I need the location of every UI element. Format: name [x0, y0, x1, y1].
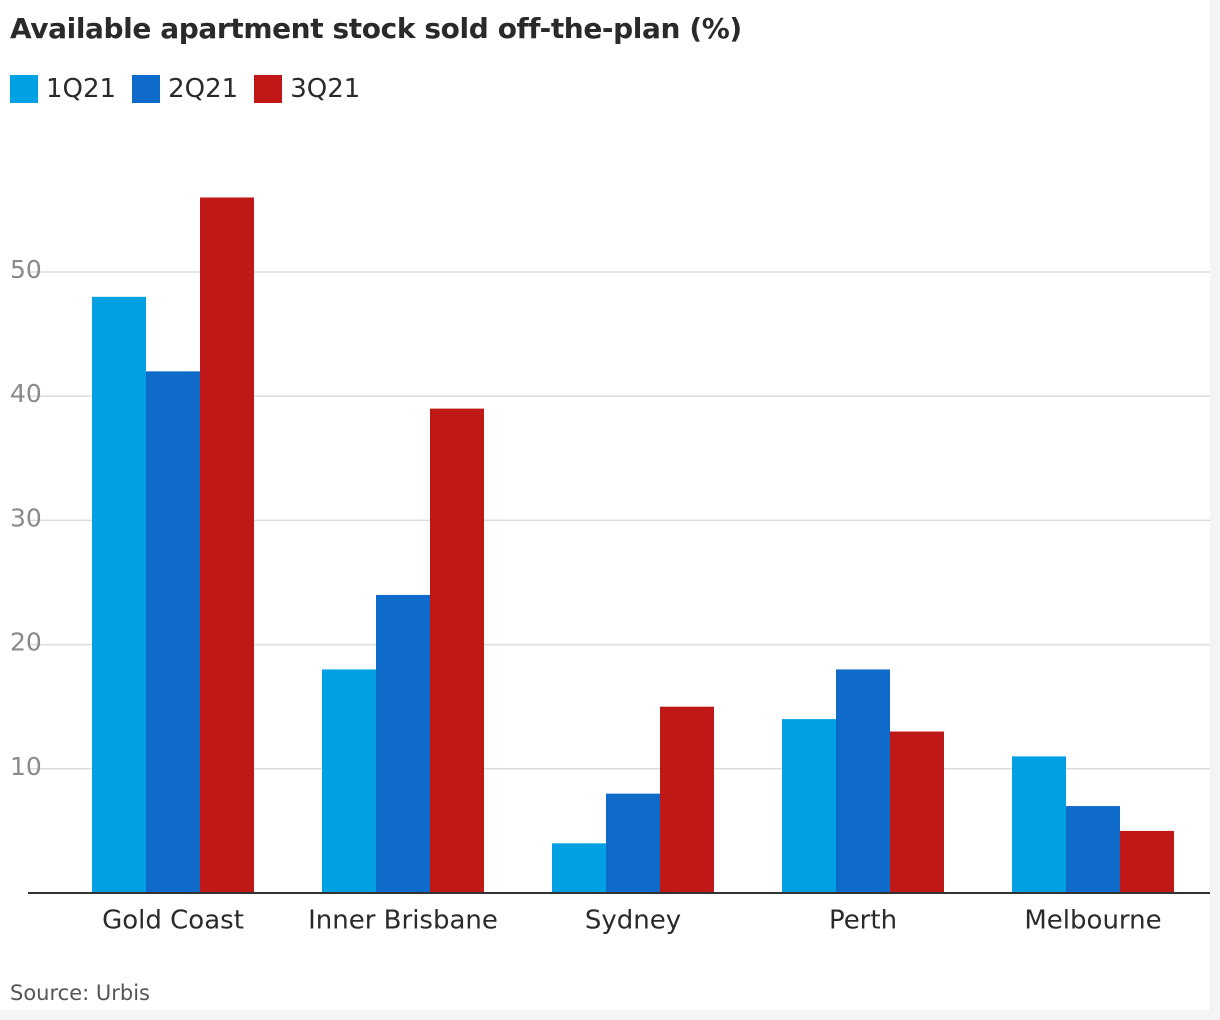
chart-legend: 1Q21 2Q21 3Q21 [10, 74, 376, 104]
x-tick-label-perth: Perth [829, 906, 897, 936]
bar-inner-brisbane-3q21 [430, 408, 484, 893]
bar-sydney-2q21 [606, 793, 660, 893]
legend-swatch-3q21 [254, 75, 283, 103]
x-tick-label-inner-brisbane: Inner Brisbane [308, 906, 498, 936]
bar-inner-brisbane-1q21 [322, 669, 376, 893]
legend-item-1q21: 1Q21 [10, 74, 116, 104]
bar-gold-coast-3q21 [200, 197, 254, 894]
legend-label-2q21: 2Q21 [168, 74, 239, 104]
bar-gold-coast-2q21 [146, 371, 200, 893]
y-tick-label-20: 20 [10, 628, 42, 657]
x-tick-label-gold-coast: Gold Coast [102, 906, 244, 936]
legend-swatch-2q21 [132, 75, 161, 103]
bar-inner-brisbane-2q21 [376, 594, 430, 893]
source-note: Source: Urbis [10, 981, 150, 1005]
bar-melbourne-2q21 [1066, 806, 1120, 893]
y-tick-label-10: 10 [10, 752, 42, 781]
legend-swatch-1q21 [10, 75, 38, 103]
x-tick-label-sydney: Sydney [585, 906, 681, 936]
bar-perth-3q21 [890, 731, 944, 893]
bar-melbourne-3q21 [1120, 830, 1174, 893]
legend-item-2q21: 2Q21 [132, 74, 238, 104]
y-tick-label-30: 30 [10, 503, 42, 532]
bar-melbourne-1q21 [1012, 756, 1066, 893]
bar-sydney-3q21 [660, 706, 714, 893]
chart-title: Available apartment stock sold off-the-p… [10, 12, 742, 45]
y-tick-label-40: 40 [10, 379, 42, 408]
bar-perth-1q21 [782, 719, 836, 893]
y-tick-label-50: 50 [10, 255, 42, 284]
legend-item-3q21: 3Q21 [254, 74, 360, 104]
legend-label-1q21: 1Q21 [46, 74, 117, 104]
bar-gold-coast-1q21 [92, 296, 146, 894]
legend-label-3q21: 3Q21 [290, 74, 361, 104]
bar-perth-2q21 [836, 669, 890, 893]
x-tick-label-melbourne: Melbourne [1024, 906, 1161, 936]
bar-sydney-1q21 [552, 843, 606, 893]
